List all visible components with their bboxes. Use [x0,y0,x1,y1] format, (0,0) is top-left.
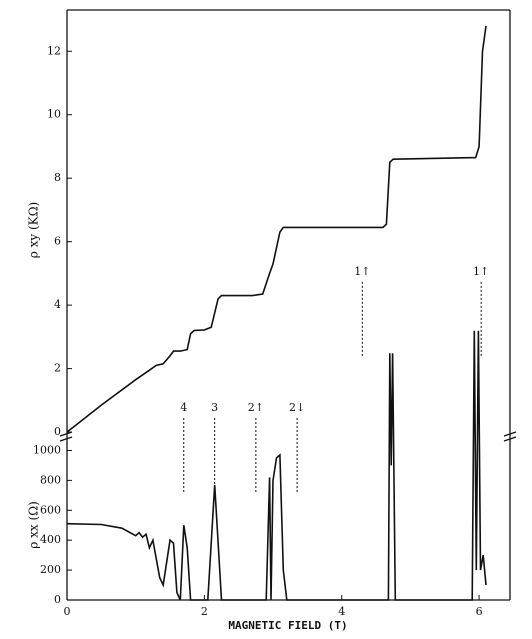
y-tick-label: 600 [40,503,61,516]
y-tick-label: 800 [40,473,61,486]
y-tick-label: 10 [47,108,61,121]
annotation: 2↑ [248,401,264,414]
annotation: 3 [211,401,218,414]
axis-break [59,431,517,442]
y-tick-label: 8 [54,171,61,184]
x-tick-label: 6 [476,605,483,618]
y-tick-label: 2 [54,362,61,375]
y-tick-label: 0 [54,425,61,438]
x-axis-label: MAGNETIC FIELD (T) [228,619,347,632]
data-line [66,330,487,601]
y-tick-label: 4 [54,298,61,311]
annotation: 4 [180,401,187,414]
annotation: 1↑ [354,265,370,278]
y-tick-label: 1000 [33,443,61,456]
annotation: 2↓ [289,401,305,414]
y-tick-label: 400 [40,533,61,546]
y-tick-label: 200 [40,563,61,576]
y-tick-label: 0 [54,593,61,606]
y-axis-label: ρ xx (Ω) [27,501,41,549]
x-tick-label: 2 [201,605,208,618]
y-axis-label: ρ xy (KΩ) [27,202,41,259]
y-tick-label: 12 [47,44,61,57]
x-tick-label: 0 [64,605,71,618]
data-line [66,25,487,433]
y-tick-label: 6 [54,235,61,248]
x-tick-label: 4 [338,605,345,618]
annotation: 1↑ [473,265,489,278]
